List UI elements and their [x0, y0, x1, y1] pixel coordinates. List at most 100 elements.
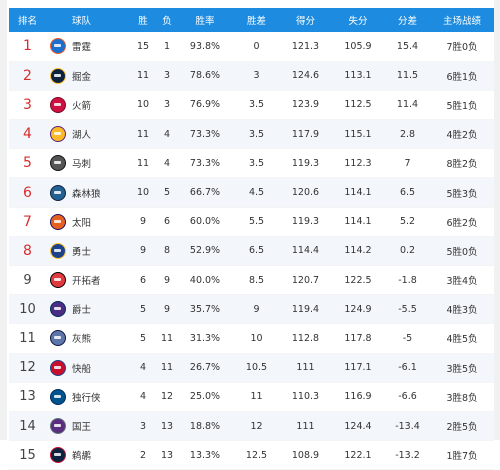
team-cell: 森林狼 [46, 177, 129, 208]
team-cell: 灰熊 [46, 323, 129, 354]
table-row[interactable]: 7 太阳 9 6 60.0% 5.5 119.3 114.1 5.2 6胜2负 [9, 207, 494, 237]
losses-cell: 1 [157, 32, 177, 62]
win-pct-cell: 73.3% [177, 119, 233, 150]
table-row[interactable]: 2 掘金 11 3 78.6% 3 124.6 113.1 11.5 6胜1负 [9, 61, 494, 91]
jazz-logo-icon [50, 301, 66, 318]
wins-cell: 11 [129, 61, 157, 91]
column-header-points-against[interactable]: 失分 [348, 16, 368, 27]
points-against-cell: 112.3 [331, 148, 385, 179]
table-row[interactable]: 5 马刺 11 4 73.3% 3.5 119.3 112.3 7 8胜2负 [9, 148, 494, 179]
team-cell: 马刺 [46, 148, 129, 179]
team-name[interactable]: 马刺 [72, 159, 92, 171]
team-name[interactable]: 掘金 [72, 71, 92, 83]
rank-cell: 4 [9, 119, 46, 150]
column-header-point-diff[interactable]: 分差 [397, 16, 417, 27]
table-row[interactable]: 14 国王 3 13 18.8% 12 111 124.4 -13.4 2胜5负 [9, 411, 494, 442]
point-diff-cell: 0.2 [385, 236, 430, 267]
games-behind-cell: 10.5 [233, 353, 280, 383]
table-row[interactable]: 13 独行侠 4 12 25.0% 11 110.3 116.9 -6.6 3胜8负 [9, 382, 494, 412]
points-for-cell: 120.6 [280, 177, 331, 208]
win-pct-cell: 78.6% [177, 61, 233, 91]
points-against-cell: 116.9 [331, 382, 385, 412]
column-header-losses[interactable]: 负 [162, 16, 172, 27]
team-cell: 掘金 [46, 61, 129, 91]
points-for-cell: 111 [280, 353, 331, 383]
column-header-team[interactable]: 球队 [72, 16, 92, 27]
column-header-win-pct[interactable]: 胜率 [195, 16, 215, 27]
points-against-cell: 113.1 [331, 61, 385, 91]
team-name[interactable]: 太阳 [72, 217, 92, 229]
wins-cell: 2 [129, 440, 157, 470]
home-record-cell: 3胜5负 [430, 353, 494, 383]
rank-cell: 14 [9, 411, 46, 442]
point-diff-cell: 7 [385, 148, 430, 179]
home-record-cell: 5胜1负 [430, 90, 494, 121]
losses-cell: 11 [157, 323, 177, 354]
games-behind-cell: 3.5 [233, 148, 280, 179]
team-name[interactable]: 快船 [72, 363, 92, 375]
games-behind-cell: 11 [233, 382, 280, 412]
kings-logo-icon [50, 418, 66, 435]
team-name[interactable]: 火箭 [72, 100, 92, 112]
table-row[interactable]: 12 快船 4 11 26.7% 10.5 111 117.1 -6.1 3胜5负 [9, 353, 494, 383]
losses-cell: 4 [157, 148, 177, 179]
points-against-cell: 117.8 [331, 323, 385, 354]
team-name[interactable]: 爵士 [72, 305, 92, 317]
column-header-games-behind[interactable]: 胜差 [246, 16, 266, 27]
team-name[interactable]: 独行侠 [72, 392, 101, 404]
pelicans-logo-icon [50, 447, 66, 464]
team-name[interactable]: 湖人 [72, 130, 92, 142]
wins-cell: 3 [129, 411, 157, 442]
table-row[interactable]: 10 爵士 5 9 35.7% 9 119.4 124.9 -5.5 4胜3负 [9, 294, 494, 325]
table-row[interactable]: 15 鹈鹕 2 13 13.3% 12.5 108.9 122.1 -13.2 1胜7负 [9, 440, 494, 470]
table-row[interactable]: 3 火箭 10 3 76.9% 3.5 123.9 112.5 11.4 5胜1负 [9, 90, 494, 121]
team-name[interactable]: 国王 [72, 422, 92, 434]
home-record-cell: 6胜1负 [430, 61, 494, 91]
wins-cell: 6 [129, 265, 157, 296]
column-header-home-record[interactable]: 主场战绩 [442, 16, 481, 27]
team-name[interactable]: 开拓者 [72, 276, 101, 288]
team-name[interactable]: 灰熊 [72, 334, 92, 346]
losses-cell: 4 [157, 119, 177, 150]
wins-cell: 11 [129, 148, 157, 179]
games-behind-cell: 5.5 [233, 207, 280, 237]
win-pct-cell: 93.8% [177, 32, 233, 62]
column-header-wins[interactable]: 胜 [138, 16, 148, 27]
point-diff-cell: 5.2 [385, 207, 430, 237]
wins-cell: 10 [129, 177, 157, 208]
point-diff-cell: -6.6 [385, 382, 430, 412]
table-row[interactable]: 4 湖人 11 4 73.3% 3.5 117.9 115.1 2.8 4胜2负 [9, 119, 494, 150]
points-for-cell: 119.3 [280, 207, 331, 237]
rank-cell: 9 [9, 265, 46, 296]
point-diff-cell: 6.5 [385, 177, 430, 208]
games-behind-cell: 4.5 [233, 177, 280, 208]
points-for-cell: 114.4 [280, 236, 331, 267]
table-row[interactable]: 1 雷霆 15 1 93.8% 0 121.3 105.9 15.4 7胜0负 [9, 32, 494, 62]
losses-cell: 5 [157, 177, 177, 208]
points-against-cell: 105.9 [331, 32, 385, 62]
points-against-cell: 112.5 [331, 90, 385, 121]
table-row[interactable]: 11 灰熊 5 11 31.3% 10 112.8 117.8 -5 4胜5负 [9, 323, 494, 354]
rank-cell: 1 [9, 32, 46, 62]
points-for-cell: 110.3 [280, 382, 331, 412]
team-name[interactable]: 鹈鹕 [72, 451, 92, 463]
win-pct-cell: 18.8% [177, 411, 233, 442]
column-header-rank[interactable]: 排名 [17, 16, 37, 27]
losses-cell: 8 [157, 236, 177, 267]
warriors-logo-icon [50, 242, 66, 259]
table-row[interactable]: 9 开拓者 6 9 40.0% 8.5 120.7 122.5 -1.8 3胜4负 [9, 265, 494, 296]
points-against-cell: 114.1 [331, 207, 385, 237]
team-name[interactable]: 勇士 [72, 246, 92, 258]
team-name[interactable]: 森林狼 [72, 188, 101, 200]
point-diff-cell: -1.8 [385, 265, 430, 296]
column-header-points-for[interactable]: 得分 [295, 16, 315, 27]
points-for-cell: 124.6 [280, 61, 331, 91]
table-row[interactable]: 6 森林狼 10 5 66.7% 4.5 120.6 114.1 6.5 5胜3负 [9, 177, 494, 208]
wins-cell: 11 [129, 119, 157, 150]
home-record-cell: 8胜2负 [430, 148, 494, 179]
right-gutter [494, 0, 500, 440]
table-row[interactable]: 8 勇士 9 8 52.9% 6.5 114.4 114.2 0.2 5胜0负 [9, 236, 494, 267]
games-behind-cell: 3.5 [233, 119, 280, 150]
team-name[interactable]: 雷霆 [72, 42, 92, 54]
spurs-logo-icon [50, 155, 66, 172]
